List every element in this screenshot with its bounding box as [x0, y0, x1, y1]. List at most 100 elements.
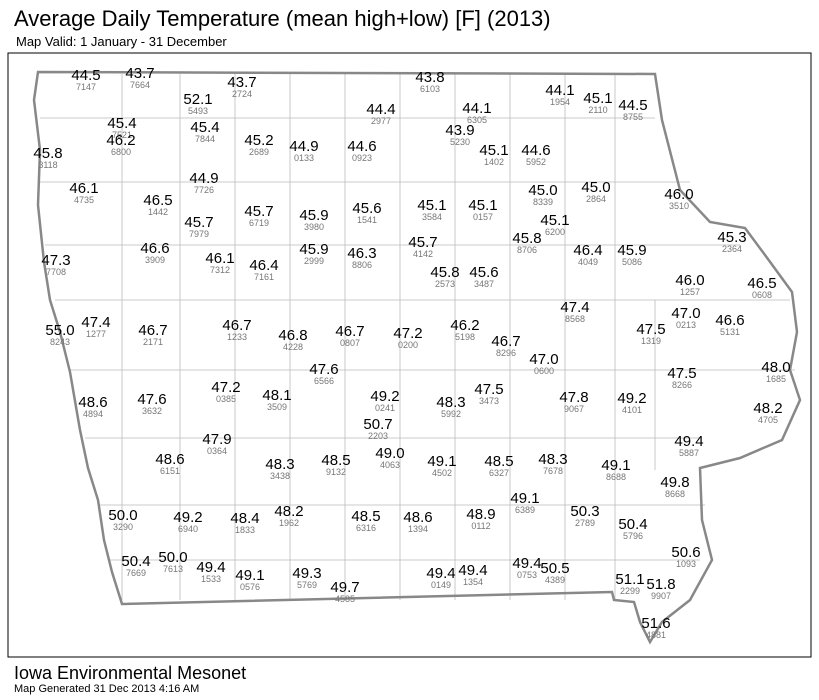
station-value: 45.8 [33, 145, 62, 162]
station-value: 50.0 [158, 549, 187, 566]
station-id: 1354 [463, 577, 483, 587]
station-value: 48.6 [155, 451, 184, 468]
station-id: 7613 [163, 564, 183, 574]
station-id: 5086 [622, 257, 642, 267]
station-value: 47.2 [211, 379, 240, 396]
station-value: 45.3 [717, 229, 746, 246]
station-id: 6103 [420, 84, 440, 94]
footer-source: Iowa Environmental Mesonet [14, 663, 246, 683]
station-value: 48.3 [265, 456, 294, 473]
station-id: 7147 [76, 82, 96, 92]
station-value: 48.9 [466, 506, 495, 523]
station-value: 44.9 [289, 138, 318, 155]
station-value: 46.2 [106, 132, 135, 149]
station-id: 7664 [130, 80, 150, 90]
station-id: 0241 [375, 403, 395, 413]
station-id: 7521 [112, 130, 132, 140]
station-id: 2724 [232, 89, 252, 99]
station-value: 48.6 [78, 394, 107, 411]
station-value: 55.0 [45, 322, 74, 339]
station-id: 2573 [435, 279, 455, 289]
station-id: 0385 [216, 394, 236, 404]
station-value: 49.1 [427, 453, 456, 470]
station-value: 47.8 [559, 389, 588, 406]
station-value: 49.4 [512, 555, 541, 572]
station-id: 0133 [294, 153, 314, 163]
station-id: 0200 [398, 340, 418, 350]
station-value: 46.7 [335, 323, 364, 340]
station-id: 7708 [46, 267, 66, 277]
station-id: 5992 [441, 409, 461, 419]
station-id: 8296 [496, 348, 516, 358]
station-id: 1533 [201, 574, 221, 584]
station-id: 8568 [565, 314, 585, 324]
station-id: 2689 [249, 147, 269, 157]
station-value: 46.6 [140, 240, 169, 257]
station-id: 6800 [111, 147, 131, 157]
station-id: 5887 [679, 448, 699, 458]
station-value: 45.1 [468, 197, 497, 214]
station-value: 47.6 [137, 391, 166, 408]
station-id: 2364 [722, 244, 742, 254]
station-value: 48.3 [436, 394, 465, 411]
station-value: 47.5 [474, 381, 503, 398]
station-value: 44.9 [189, 170, 218, 187]
station-value: 46.7 [222, 317, 251, 334]
station-value: 49.0 [375, 445, 404, 462]
station-value: 48.5 [484, 453, 513, 470]
station-value: 48.5 [321, 452, 350, 469]
station-id: 6389 [515, 505, 535, 515]
station-value: 45.9 [299, 241, 328, 258]
station-id: 4881 [646, 630, 666, 640]
station-value: 49.1 [235, 567, 264, 584]
station-id: 8266 [672, 380, 692, 390]
station-value: 46.7 [138, 322, 167, 339]
station-id: 5198 [455, 332, 475, 342]
station-id: 1962 [279, 518, 299, 528]
station-value: 43.9 [445, 122, 474, 139]
station-value: 44.5 [71, 67, 100, 84]
station-value: 47.4 [81, 314, 110, 331]
station-value: 48.3 [538, 451, 567, 468]
station-value: 51.6 [641, 615, 670, 632]
station-id: 6305 [467, 115, 487, 125]
station-id: 5493 [188, 106, 208, 116]
station-value: 46.2 [450, 317, 479, 334]
station-id: 2864 [586, 194, 606, 204]
station-id: 8243 [50, 337, 70, 347]
station-value: 45.4 [190, 119, 219, 136]
station-value: 43.7 [125, 65, 154, 82]
station-id: 4228 [283, 342, 303, 352]
station-value: 46.5 [143, 192, 172, 209]
station-id: 0807 [340, 338, 360, 348]
station-id: 4389 [545, 575, 565, 585]
state-outline [32, 70, 802, 645]
station-value: 43.7 [227, 74, 256, 91]
station-value: 45.8 [430, 264, 459, 281]
station-value: 47.6 [309, 361, 338, 378]
stations: 44.5714743.7766452.1549343.7272443.86103… [33, 65, 790, 640]
station-id: 1685 [766, 374, 786, 384]
station-value: 48.5 [351, 508, 380, 525]
map-frame [7, 52, 812, 658]
station-id: 2977 [371, 116, 391, 126]
station-value: 46.1 [205, 250, 234, 267]
station-value: 47.2 [393, 325, 422, 342]
station-id: 1402 [484, 157, 504, 167]
station-value: 44.6 [347, 138, 376, 155]
station-value: 49.2 [617, 390, 646, 407]
station-value: 45.1 [540, 212, 569, 229]
station-value: 49.3 [292, 565, 321, 582]
station-value: 51.1 [615, 571, 644, 588]
station-id: 8706 [517, 245, 537, 255]
station-value: 50.4 [618, 516, 647, 533]
station-id: 8668 [665, 489, 685, 499]
station-value: 45.7 [184, 214, 213, 231]
station-id: 3909 [145, 255, 165, 265]
station-id: 0576 [240, 582, 260, 592]
station-value: 49.4 [674, 433, 703, 450]
station-value: 46.3 [347, 245, 376, 262]
station-value: 49.2 [173, 509, 202, 526]
station-value: 50.7 [363, 416, 392, 433]
station-value: 46.8 [278, 327, 307, 344]
